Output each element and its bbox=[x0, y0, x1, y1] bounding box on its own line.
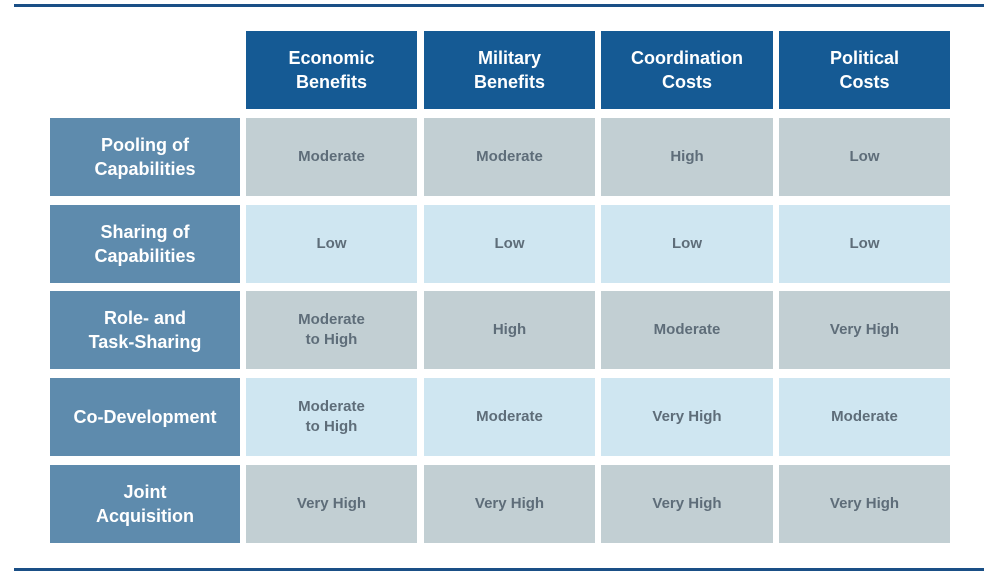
table-cell: Moderate bbox=[601, 291, 773, 369]
table-cell: High bbox=[424, 291, 595, 369]
row-header-pooling-of-capabilities: Pooling of Capabilities bbox=[50, 118, 240, 196]
table-cell: High bbox=[601, 118, 773, 196]
row-header-sharing-of-capabilities: Sharing of Capabilities bbox=[50, 205, 240, 283]
row-header-role-and-task-sharing: Role- and Task-Sharing bbox=[50, 291, 240, 369]
table-cell: Low bbox=[779, 118, 950, 196]
table-cell: Moderate bbox=[779, 378, 950, 456]
column-header-economic-benefits: Economic Benefits bbox=[246, 31, 417, 109]
table-cell: Very High bbox=[601, 465, 773, 543]
table-cell: Low bbox=[246, 205, 417, 283]
column-header-political-costs: Political Costs bbox=[779, 31, 950, 109]
row-header-co-development: Co-Development bbox=[50, 378, 240, 456]
table-cell: Very High bbox=[779, 291, 950, 369]
column-header-coordination-costs: Coordination Costs bbox=[601, 31, 773, 109]
table-cell: Low bbox=[424, 205, 595, 283]
row-header-joint-acquisition: Joint Acquisition bbox=[50, 465, 240, 543]
table-cell: Moderate bbox=[246, 118, 417, 196]
table-cell: Moderate bbox=[424, 118, 595, 196]
table-cell: Moderate bbox=[424, 378, 595, 456]
table-cell: Very High bbox=[779, 465, 950, 543]
table-cell: Low bbox=[601, 205, 773, 283]
table-cell: Very High bbox=[246, 465, 417, 543]
table-cell: Very High bbox=[424, 465, 595, 543]
column-header-military-benefits: Military Benefits bbox=[424, 31, 595, 109]
bottom-rule bbox=[14, 568, 984, 571]
table-cell: Moderate to High bbox=[246, 291, 417, 369]
table-cell: Low bbox=[779, 205, 950, 283]
top-rule bbox=[14, 4, 984, 7]
table-cell: Very High bbox=[601, 378, 773, 456]
table-cell: Moderate to High bbox=[246, 378, 417, 456]
